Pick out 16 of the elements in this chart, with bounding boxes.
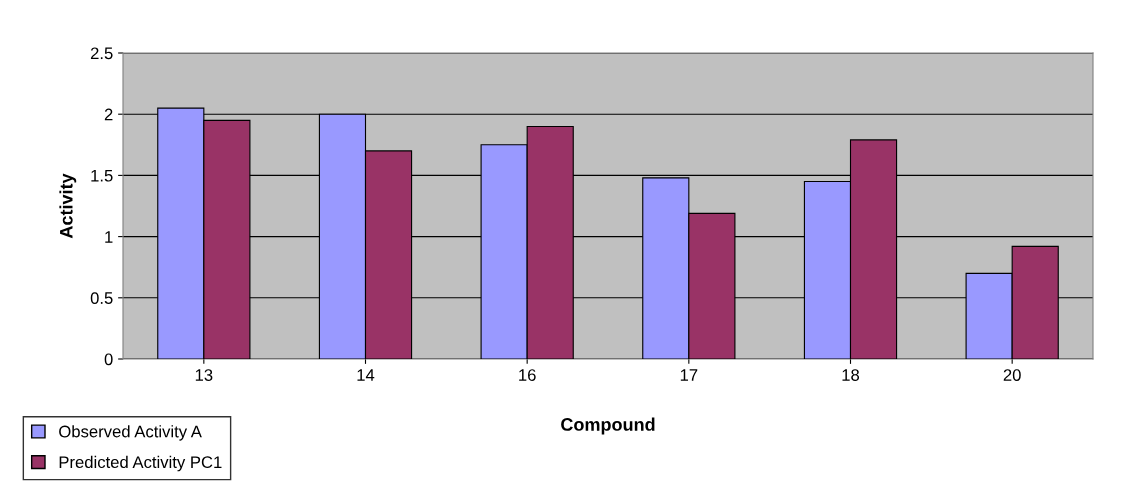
y-tick-label: 0 [104, 353, 113, 366]
y-tick-label: 2.5 [90, 47, 113, 60]
x-tick-label: 20 [1003, 369, 1021, 381]
x-tick-label: 14 [357, 369, 375, 381]
legend-label: Predicted Activity PC1 [59, 455, 222, 472]
x-tick-label: 18 [842, 369, 860, 381]
y-tick-label: 2 [104, 108, 113, 121]
x-axis-title: Compound [561, 417, 655, 435]
y-tick-label: 0.5 [90, 292, 113, 304]
x-tick-label: 13 [195, 369, 213, 381]
x-tick-label: 16 [519, 369, 536, 381]
y-tick-label: 1 [105, 231, 113, 243]
legend-label: Observed Activity A [59, 425, 202, 441]
y-axis-title: Activity [59, 173, 77, 239]
x-tick-label: 17 [680, 369, 698, 381]
y-tick-label: 1.5 [91, 169, 113, 182]
